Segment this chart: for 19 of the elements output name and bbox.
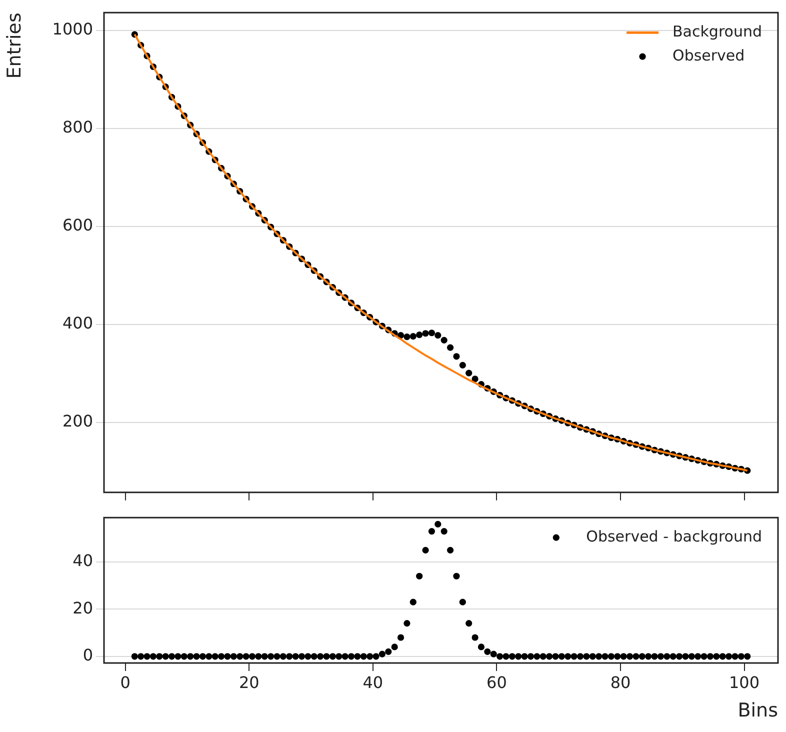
legend-label: Background [672, 22, 762, 40]
y-tick-label: 40 [72, 551, 93, 570]
y-tick-label: 0 [82, 646, 93, 665]
x-tick-label: 40 [362, 672, 384, 692]
y-tick-label: 400 [62, 314, 93, 333]
legend-label: Observed - background [586, 527, 762, 546]
x-tick-label: 0 [120, 672, 130, 692]
x-tick-label: 80 [610, 672, 631, 692]
y-tick-label: 600 [62, 216, 93, 235]
y-axis-title: Entries [3, 12, 26, 79]
legend-label: Observed [672, 46, 745, 64]
y-tick-label: 200 [62, 412, 93, 431]
x-axis-title: Bins [738, 700, 778, 722]
x-tick-label: 20 [238, 672, 260, 692]
y-tick-label: 1000 [52, 20, 93, 39]
y-tick-label: 800 [62, 118, 93, 137]
x-tick-label: 100 [728, 672, 760, 692]
y-tick-label: 20 [72, 598, 93, 618]
x-tick-label: 60 [486, 672, 507, 692]
